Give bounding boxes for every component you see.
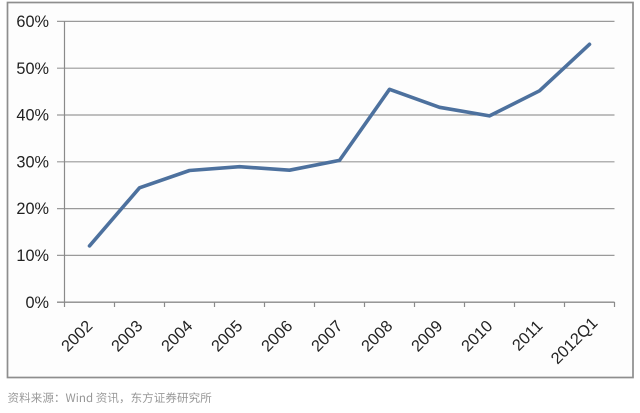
- svg-text:30%: 30%: [16, 153, 49, 171]
- svg-text:20%: 20%: [16, 200, 49, 218]
- svg-text:40%: 40%: [16, 107, 49, 125]
- svg-text:10%: 10%: [16, 247, 49, 265]
- svg-text:0%: 0%: [25, 294, 49, 312]
- svg-text:50%: 50%: [16, 60, 49, 78]
- svg-text:60%: 60%: [16, 13, 49, 31]
